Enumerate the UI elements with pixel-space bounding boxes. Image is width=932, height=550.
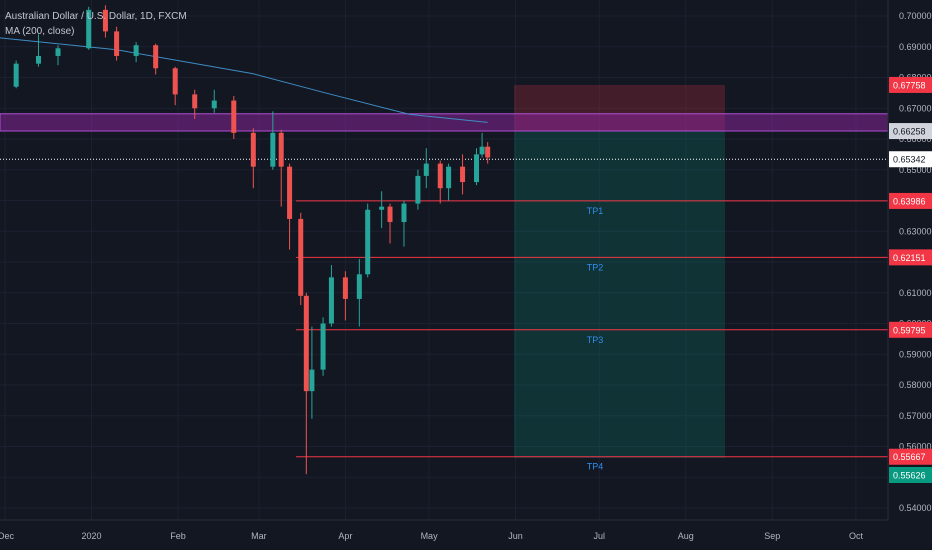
candle-body <box>485 146 491 158</box>
tp-label: TP3 <box>587 335 604 345</box>
time-tick: Apr <box>338 531 352 541</box>
tp-label: TP4 <box>587 462 604 472</box>
candle-body <box>320 323 326 370</box>
candle-body <box>309 369 315 392</box>
tp-labels: TP1 TP2 TP3 TP4 <box>587 206 604 472</box>
price-label: 0.63986 <box>893 196 926 206</box>
candle-body <box>211 100 217 109</box>
candle-body <box>342 277 348 299</box>
price-tick: 0.56000 <box>899 442 932 452</box>
candle-body <box>133 45 139 56</box>
target-lines <box>0 158 888 458</box>
candle-body <box>303 295 309 392</box>
candle-body <box>474 154 480 183</box>
price-tick: 0.54000 <box>899 503 932 513</box>
price-tick: 0.58000 <box>899 380 932 390</box>
candle-body <box>35 55 41 64</box>
candle-body <box>172 68 178 95</box>
candle-body <box>231 100 237 133</box>
candle-body <box>479 146 485 155</box>
time-tick: Mar <box>251 531 267 541</box>
time-tick: Jul <box>594 531 606 541</box>
tp-label: TP1 <box>587 206 604 216</box>
price-label: 0.55667 <box>893 452 926 462</box>
candle-body <box>328 277 334 324</box>
candle-body <box>287 166 293 219</box>
price-tick: 0.63000 <box>899 226 932 236</box>
take-profit-zone <box>514 131 725 459</box>
price-tick: 0.65000 <box>899 165 932 175</box>
candle-body <box>270 132 276 167</box>
price-label-box <box>889 76 932 93</box>
price-label-box <box>889 151 932 168</box>
candle-body <box>250 132 256 167</box>
candle-body <box>415 175 421 204</box>
price-label-box <box>889 321 932 338</box>
price-label: 0.67758 <box>893 80 926 90</box>
time-tick: Feb <box>170 531 186 541</box>
candle-body <box>298 218 304 296</box>
price-labels: 0.67758 0.66258 0.65342 0.63986 0.62151 0.597… <box>889 76 932 484</box>
price-label-box <box>889 123 932 140</box>
price-label-box <box>889 467 932 484</box>
position-zones <box>0 84 889 459</box>
time-axis-ticks[interactable]: Dec 2020 Feb Mar Apr May Jun Jul Aug Sep Oct <box>0 531 863 541</box>
price-label-box <box>889 448 932 465</box>
price-label-box <box>889 249 932 266</box>
candles <box>13 5 491 475</box>
price-label: 0.59795 <box>893 325 926 335</box>
resistance-zone <box>0 113 889 132</box>
candle-body <box>460 166 466 183</box>
price-label: 0.62151 <box>893 253 926 263</box>
tp-label: TP2 <box>587 262 604 272</box>
price-tick: 0.59000 <box>899 349 932 359</box>
price-label-box <box>889 192 932 209</box>
candle-body <box>114 31 120 56</box>
ma-200-line <box>0 37 488 123</box>
time-tick: Dec <box>0 531 14 541</box>
candle-body <box>387 206 393 223</box>
stop-loss-zone <box>514 84 725 132</box>
candle-body <box>446 166 452 189</box>
candle-body <box>278 132 284 167</box>
candle-body <box>401 203 407 223</box>
time-tick: Jun <box>508 531 523 541</box>
candle-body <box>365 209 371 275</box>
candle-body <box>423 163 429 176</box>
price-tick: 0.57000 <box>899 411 932 421</box>
time-tick: Aug <box>678 531 694 541</box>
candle-body <box>192 94 198 109</box>
price-label: 0.65342 <box>893 155 926 165</box>
candle-body <box>356 274 362 299</box>
time-tick: Sep <box>764 531 780 541</box>
price-tick: 0.69000 <box>899 42 932 52</box>
candle-body <box>102 9 108 32</box>
candle-body <box>379 206 385 210</box>
price-tick: 0.61000 <box>899 288 932 298</box>
time-tick: Oct <box>849 531 864 541</box>
price-label: 0.66258 <box>893 127 926 137</box>
candle-body <box>86 9 92 49</box>
price-label: 0.55626 <box>893 471 926 481</box>
price-tick: 0.70000 <box>899 11 932 21</box>
candle-body <box>55 48 61 56</box>
candle-body <box>13 63 19 87</box>
price-tick: 0.67000 <box>899 103 932 113</box>
time-tick: May <box>421 531 439 541</box>
candle-body <box>437 163 443 189</box>
candle-body <box>153 45 159 69</box>
time-tick: 2020 <box>81 531 101 541</box>
